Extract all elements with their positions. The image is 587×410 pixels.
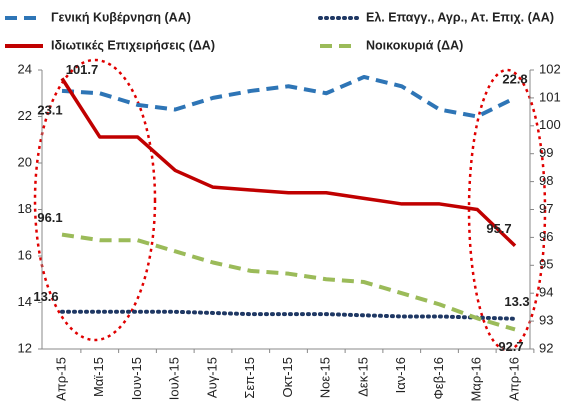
data-label: 101.7	[66, 62, 99, 77]
y2-tick-label: 93	[539, 313, 553, 328]
data-label: 92.7	[498, 339, 523, 354]
x-tick-label: Ιαν-16	[393, 357, 408, 393]
y2-tick-label: 98	[539, 173, 553, 188]
series-line	[60, 77, 517, 248]
y2-tick-label: 94	[539, 285, 553, 300]
y2-tick-label: 95	[539, 257, 553, 272]
legend-label: Ελ. Επαγγ., Αγρ., Ατ. Επιχ. (ΑΑ)	[366, 10, 554, 24]
x-tick-label: Αυγ-15	[204, 357, 219, 398]
x-tick-label: Μαϊ-15	[91, 357, 106, 397]
series-line	[60, 309, 517, 321]
series-line	[61, 74, 516, 119]
x-tick-label: Οκτ-15	[280, 357, 295, 398]
x-tick-label: Ιουν-15	[129, 357, 144, 400]
y-tick-label: 12	[18, 340, 32, 355]
y-tick-label: 20	[18, 154, 32, 169]
legend-label: Ιδιωτικές Επιχειρήσεις (ΔΑ)	[51, 38, 215, 52]
data-label: 96.1	[37, 210, 62, 225]
highlight-ellipse	[33, 58, 157, 342]
y2-tick-label: 100	[539, 117, 561, 132]
y-tick-label: 22	[18, 108, 32, 123]
data-label: 95.7	[486, 221, 511, 236]
x-tick-label: Ιουλ-15	[167, 357, 182, 400]
y2-tick-label: 96	[539, 229, 553, 244]
y-tick-label: 14	[18, 294, 32, 309]
x-tick-label: Νοε-15	[318, 357, 333, 398]
x-tick-label: Απρ-15	[53, 357, 68, 401]
y2-tick-label: 97	[539, 201, 553, 216]
data-label: 22.8	[502, 71, 527, 86]
y2-tick-label: 101	[539, 89, 561, 104]
legend-label: Γενική Κυβέρνηση (ΑΑ)	[51, 10, 191, 24]
series-line	[61, 232, 516, 332]
y2-tick-label: 99	[539, 145, 553, 160]
y-tick-label: 18	[18, 201, 32, 216]
legend-label: Νοικοκυριά (ΔΑ)	[366, 38, 463, 52]
data-label: 13.6	[33, 289, 58, 304]
x-tick-label: Απρ-16	[506, 357, 521, 401]
data-label: 23.1	[37, 102, 62, 117]
y-tick-label: 24	[18, 61, 32, 76]
data-label: 13.3	[504, 294, 529, 309]
y2-tick-label: 92	[539, 340, 553, 355]
y2-tick-label: 102	[539, 61, 561, 76]
x-tick-label: Φεβ-16	[431, 357, 446, 399]
x-tick-label: Σεπ-15	[242, 357, 257, 399]
x-tick-label: Δεκ-15	[355, 357, 370, 397]
x-tick-label: Μαρ-16	[469, 357, 484, 402]
y-tick-label: 16	[18, 247, 32, 262]
